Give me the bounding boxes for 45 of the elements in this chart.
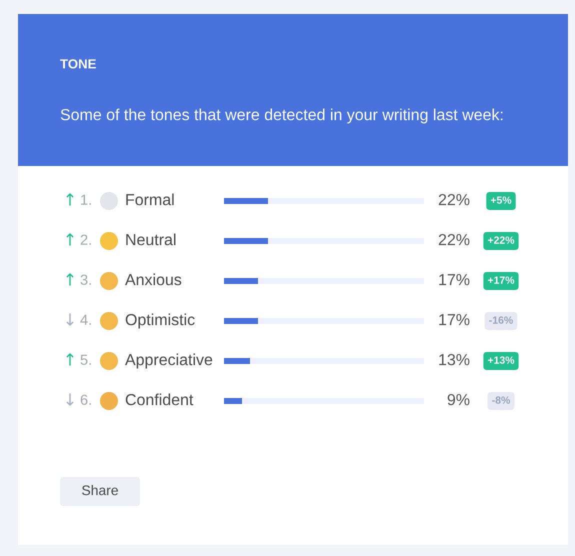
data-label: 22% — [438, 194, 470, 206]
text: +13% — [488, 356, 514, 364]
y-tick-label: Neutral — [126, 234, 176, 246]
text: TONE — [60, 59, 96, 69]
y-tick-label: Confident — [126, 394, 194, 406]
bar — [258, 318, 424, 324]
data-label: 9% — [448, 394, 470, 406]
text: ↓ — [66, 393, 74, 406]
bar — [250, 358, 424, 364]
y-tick-label: Anxious — [125, 274, 182, 286]
bar — [268, 198, 424, 204]
text: Share — [82, 485, 118, 496]
text: 4. — [80, 314, 91, 325]
bar — [268, 238, 424, 244]
text: ↑ — [66, 193, 74, 206]
chart-subtitle: Some of the tones that were detected in your writing last week: — [60, 108, 502, 124]
y-tick-label: Optimistic — [126, 314, 195, 328]
text: ↑ — [66, 353, 74, 366]
text: ↑ — [66, 233, 74, 246]
text: 2. — [80, 234, 91, 245]
text: +22% — [488, 236, 514, 244]
data-label: 13% — [439, 354, 470, 366]
bar — [258, 278, 424, 284]
data-label: 17% — [439, 274, 470, 286]
text: +5% — [490, 196, 512, 204]
bar — [224, 358, 250, 364]
bar — [224, 198, 268, 204]
text: 5. — [80, 354, 91, 365]
text: 6. — [80, 394, 91, 405]
text: ↑ — [66, 273, 74, 286]
text: -16% — [489, 316, 513, 324]
bar — [224, 318, 258, 324]
text: -8% — [492, 396, 510, 404]
y-tick-label: Formal — [126, 194, 174, 206]
text: +17% — [488, 276, 514, 284]
bar — [224, 278, 258, 284]
data-label: 17% — [439, 314, 470, 326]
text: 1. — [81, 194, 91, 205]
bar — [224, 238, 268, 244]
text: 3. — [80, 274, 91, 285]
bar — [224, 398, 242, 404]
y-tick-label: Appreciative — [125, 354, 212, 368]
data-label: 22% — [438, 234, 470, 246]
text: ↓ — [66, 313, 74, 326]
bar — [242, 398, 424, 404]
